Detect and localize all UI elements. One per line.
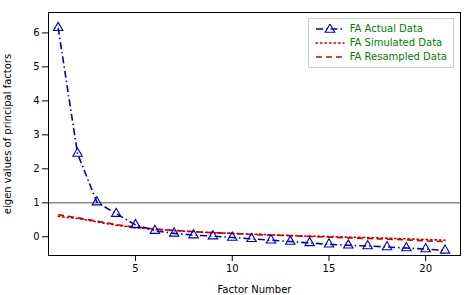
svg-text:2: 2 — [33, 163, 39, 174]
svg-text:0: 0 — [33, 231, 39, 242]
svg-text:Factor Number: Factor Number — [218, 284, 293, 295]
svg-text:eigen values of principal fact: eigen values of principal factors — [2, 54, 13, 214]
svg-text:5: 5 — [132, 263, 138, 274]
svg-text:10: 10 — [226, 263, 239, 274]
svg-text:6: 6 — [33, 27, 39, 38]
svg-text:1: 1 — [33, 197, 39, 208]
svg-text:3: 3 — [33, 129, 39, 140]
svg-text:5: 5 — [33, 61, 39, 72]
svg-text:15: 15 — [323, 263, 336, 274]
html-text:FA Simulated Data: FA Simulated Data — [349, 37, 443, 48]
svg-text:20: 20 — [419, 263, 432, 274]
html-text:FA Resampled Data: FA Resampled Data — [349, 51, 447, 62]
html-text:FA Actual Data: FA Actual Data — [349, 23, 423, 34]
svg-text:4: 4 — [33, 95, 39, 106]
